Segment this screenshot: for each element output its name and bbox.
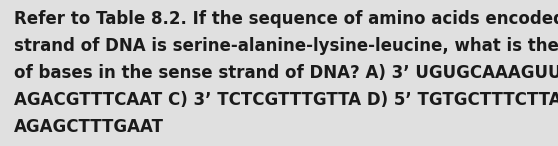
- Text: Refer to Table 8.2. If the sequence of amino acids encoded by a: Refer to Table 8.2. If the sequence of a…: [14, 10, 558, 28]
- Text: AGACGTTTCAAT C) 3’ TCTCGTTTGTTA D) 5’ TGTGCTTTCTTA E) 5’: AGACGTTTCAAT C) 3’ TCTCGTTTGTTA D) 5’ TG…: [14, 91, 558, 109]
- Text: strand of DNA is serine-alanine-lysine-leucine, what is the order: strand of DNA is serine-alanine-lysine-l…: [14, 37, 558, 55]
- Text: AGAGCTTTGAAT: AGAGCTTTGAAT: [14, 118, 164, 136]
- Text: of bases in the sense strand of DNA? A) 3’ UGUGCAAAGUUA B) 3’: of bases in the sense strand of DNA? A) …: [14, 64, 558, 82]
